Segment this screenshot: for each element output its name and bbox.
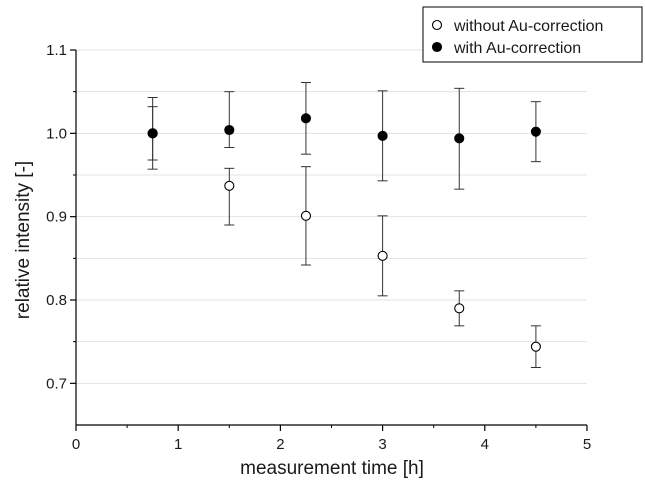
point-without-au-correction-5 — [530, 341, 541, 352]
x-tick-label-2: 2 — [276, 436, 284, 453]
legend-marker-without-au-correction — [431, 19, 443, 31]
point-without-au-correction-1 — [224, 180, 235, 191]
point-with-au-correction-0 — [147, 128, 158, 139]
y-axis-label: relative intensity [-] — [13, 161, 34, 319]
error-bars — [147, 82, 541, 368]
tick-labels: 0 1 2 3 4 5 0.7 0.8 0.9 1.0 1.1 — [46, 42, 591, 453]
legend-label-without-au-correction: without Au-correction — [453, 18, 603, 35]
x-tick-label-0: 0 — [72, 436, 80, 453]
x-axis-label: measurement time [h] — [240, 458, 424, 479]
legend-marker-with-au-correction — [431, 41, 443, 53]
point-with-au-correction-1 — [224, 124, 235, 136]
x-tick-label-3: 3 — [378, 436, 386, 453]
grid-lines — [76, 49, 587, 384]
point-with-au-correction-2 — [300, 113, 312, 124]
x-tick-label-5: 5 — [583, 436, 591, 453]
ticks — [70, 49, 588, 431]
legend: without Au-correction with Au-correction — [422, 6, 643, 63]
point-with-au-correction-4 — [454, 133, 465, 144]
x-tick-label-4: 4 — [481, 436, 489, 453]
point-without-au-correction-3 — [377, 250, 388, 261]
y-tick-label-1-1: 1.1 — [46, 42, 67, 59]
point-with-au-correction-5 — [530, 126, 541, 137]
y-tick-label-1: 1.0 — [46, 125, 67, 142]
y-tick-label-0-9: 0.9 — [46, 209, 67, 226]
y-tick-label-0-8: 0.8 — [46, 292, 67, 309]
legend-label-with-au-correction: with Au-correction — [453, 40, 581, 57]
x-tick-label-1: 1 — [174, 436, 182, 453]
point-with-au-correction-3 — [377, 130, 388, 141]
y-tick-label-0-7: 0.7 — [46, 375, 67, 392]
data-points — [147, 113, 541, 352]
point-without-au-correction-4 — [454, 303, 465, 314]
point-without-au-correction-2 — [300, 210, 312, 221]
legend-box — [422, 6, 643, 63]
